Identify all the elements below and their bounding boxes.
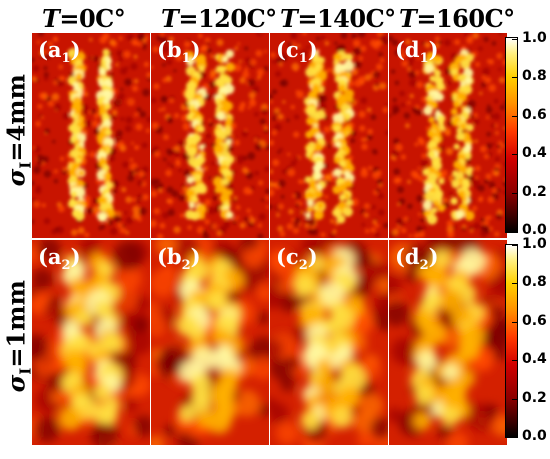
colorbar-tick-label: 0.4 [522, 351, 547, 368]
colorbar-tick-mark [512, 245, 517, 246]
colorbar-tick-label: 0.0 [522, 428, 547, 444]
colorbar-tick-label: 0.6 [522, 106, 547, 123]
colorbar-tick-mark [512, 192, 517, 194]
panel-label-d2: (d2) [395, 244, 439, 274]
colorbar-tick-label: 0.2 [522, 389, 547, 406]
colorbar-tick-label: 1.0 [522, 236, 547, 252]
panel-b1: (b1) [151, 33, 269, 238]
colorbar-bottom [505, 244, 518, 438]
colorbar-tick-mark [512, 321, 517, 323]
panel-image [151, 240, 269, 445]
panel-label-c2: (c2) [276, 244, 318, 274]
panel-image [389, 33, 507, 238]
colorbar-tick-label: 1.0 [522, 30, 547, 46]
panel-d2: (d2) [389, 240, 507, 445]
colorbar-tick-label: 0.2 [522, 183, 547, 200]
colorbar-tick-mark [512, 39, 517, 40]
colorbar-tick-label: 0.8 [522, 68, 547, 85]
colorbar-tick-label: 0.8 [522, 274, 547, 291]
panel-a1: (a1) [32, 33, 150, 238]
column-title-3: T=140C° [280, 4, 396, 33]
panel-image [270, 240, 388, 445]
panel-label-a2: (a2) [38, 244, 81, 274]
panel-label-b1: (b1) [157, 37, 201, 67]
colorbar-tick-mark [512, 231, 517, 232]
colorbar-tick-label: 0.0 [522, 222, 547, 238]
panel-image [32, 33, 150, 238]
colorbar-tick-mark [512, 154, 517, 156]
colorbar-tick-mark [512, 360, 517, 362]
panel-image [270, 33, 388, 238]
colorbar-tick-mark [512, 437, 517, 438]
colorbar-tick-label: 0.4 [522, 145, 547, 162]
panel-image [151, 33, 269, 238]
panel-b2: (b2) [151, 240, 269, 445]
panel-c2: (c2) [270, 240, 388, 445]
colorbar-tick-label: 0.6 [522, 312, 547, 329]
colorbar-top [505, 37, 518, 233]
panel-image [32, 240, 150, 445]
panel-label-b2: (b2) [157, 244, 201, 274]
panel-c1: (c1) [270, 33, 388, 238]
colorbar-tick-mark [512, 283, 517, 285]
panel-d1: (d1) [389, 33, 507, 238]
column-title-2: T=120C° [161, 4, 277, 33]
colorbar-tick-mark [512, 77, 517, 79]
panel-label-c1: (c1) [276, 37, 318, 67]
row-title-1: σI=4mm [1, 74, 35, 187]
panel-image [389, 240, 507, 445]
panel-a2: (a2) [32, 240, 150, 445]
row-title-2: σI=1mm [1, 280, 35, 393]
panel-label-a1: (a1) [38, 37, 81, 67]
column-title-4: T=160C° [399, 4, 515, 33]
colorbar-tick-mark [512, 115, 517, 117]
colorbar-tick-mark [512, 398, 517, 400]
column-title-1: T=0C° [42, 4, 126, 33]
panel-label-d1: (d1) [395, 37, 439, 67]
